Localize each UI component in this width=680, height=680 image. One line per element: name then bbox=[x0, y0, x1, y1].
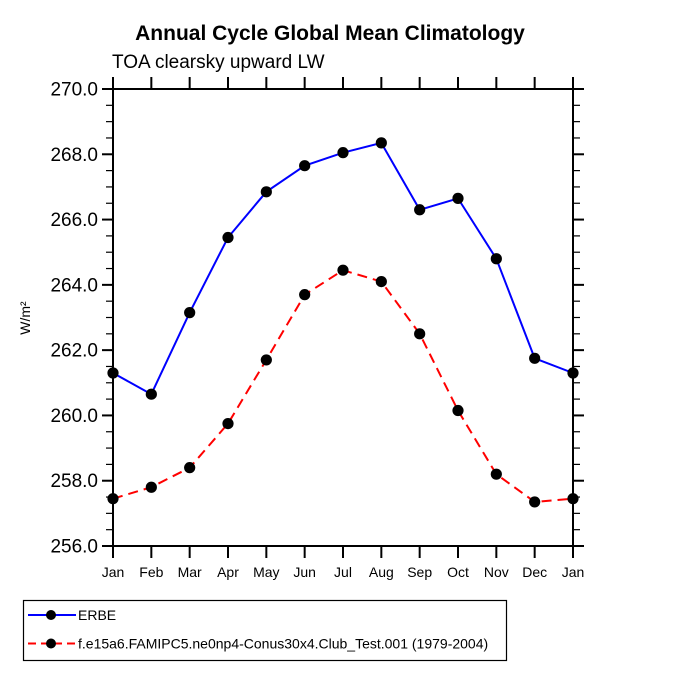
x-tick-label: Oct bbox=[447, 564, 469, 580]
series-line-model bbox=[112, 269, 574, 503]
y-tick-label: 266.0 bbox=[50, 210, 98, 231]
data-point-erbe bbox=[260, 186, 272, 198]
y-tick-label: 262.0 bbox=[50, 341, 98, 362]
series-layer bbox=[107, 137, 579, 508]
data-point-erbe bbox=[567, 367, 579, 379]
data-point-model bbox=[337, 264, 349, 276]
data-point-model bbox=[145, 481, 157, 493]
y-tick-label: 270.0 bbox=[50, 80, 98, 101]
x-tick-label: Feb bbox=[139, 564, 163, 580]
x-tick-label: Apr bbox=[217, 564, 239, 580]
x-tick-label: Sep bbox=[407, 564, 432, 580]
x-tick-label: Nov bbox=[484, 564, 509, 580]
data-point-model bbox=[414, 328, 426, 340]
x-tick-label: Jun bbox=[293, 564, 316, 580]
data-point-model bbox=[260, 354, 272, 366]
legend-label-erbe: ERBE bbox=[78, 607, 116, 623]
data-point-erbe bbox=[299, 160, 311, 172]
data-point-erbe bbox=[337, 147, 349, 159]
data-point-model bbox=[490, 468, 502, 480]
x-tick-label: May bbox=[253, 564, 279, 580]
data-point-model bbox=[452, 404, 464, 417]
data-point-erbe bbox=[414, 204, 426, 216]
x-tick-label: Jul bbox=[334, 564, 352, 580]
data-point-model bbox=[567, 493, 579, 505]
x-tick-label: Jan bbox=[102, 564, 125, 580]
chart-title: Annual Cycle Global Mean Climatology bbox=[135, 22, 525, 45]
y-tick-label: 258.0 bbox=[50, 471, 98, 492]
y-tick-label: 268.0 bbox=[50, 145, 98, 166]
y-tick-label: 256.0 bbox=[50, 537, 98, 558]
x-tick-label: Dec bbox=[522, 564, 547, 580]
x-tick-label: Jan bbox=[562, 564, 585, 580]
legend-label-model: f.e15a6.FAMIPC5.ne0np4-Conus30x4.Club_Te… bbox=[78, 636, 488, 652]
data-point-erbe bbox=[222, 231, 234, 244]
data-point-erbe bbox=[529, 352, 541, 364]
legend-marker-model-icon bbox=[46, 638, 56, 649]
data-point-erbe bbox=[184, 307, 196, 319]
chart-subtitle: TOA clearsky upward LW bbox=[112, 52, 325, 73]
data-point-erbe bbox=[452, 192, 464, 204]
data-point-erbe bbox=[145, 388, 157, 400]
y-tick-label: 260.0 bbox=[50, 406, 98, 427]
y-axis-label: W/m² bbox=[17, 301, 33, 335]
legend-marker-erbe-icon bbox=[46, 610, 56, 620]
legend: ERBE f.e15a6.FAMIPC5.ne0np4-Conus30x4.Cl… bbox=[22, 599, 508, 662]
data-point-erbe bbox=[490, 253, 502, 265]
data-point-erbe bbox=[107, 367, 119, 379]
data-point-model bbox=[529, 496, 541, 508]
axes-layer: 270.0 268.0 266.0 264.0 262.0 260.0 258.0 256.0… bbox=[50, 77, 584, 580]
x-tick-label: Aug bbox=[369, 564, 394, 580]
data-point-model bbox=[299, 289, 311, 301]
data-point-model bbox=[222, 417, 234, 430]
data-point-model bbox=[107, 493, 119, 505]
data-point-erbe bbox=[375, 137, 387, 149]
y-tick-label: 264.0 bbox=[50, 275, 98, 296]
legend-box bbox=[22, 599, 508, 662]
x-tick-label: Mar bbox=[178, 564, 202, 580]
data-point-model bbox=[184, 462, 196, 474]
data-point-model bbox=[375, 275, 387, 288]
